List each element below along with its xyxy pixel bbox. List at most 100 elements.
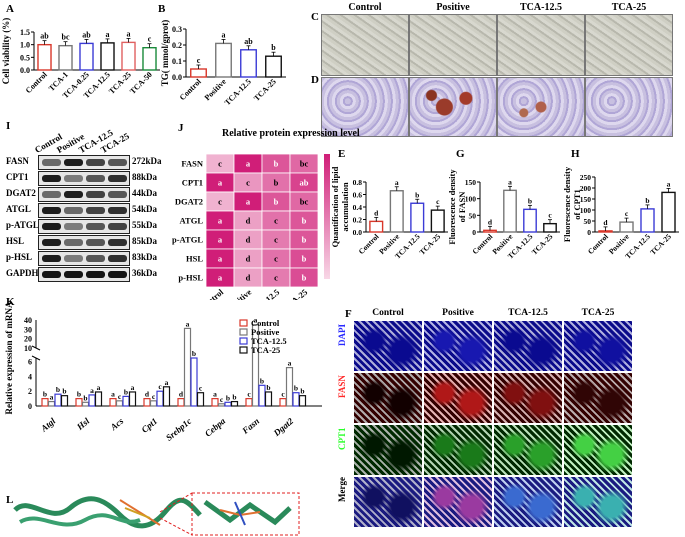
blot-strip [38,235,130,250]
blot-band [86,239,105,246]
y-axis-label: of CPT1 [572,189,582,219]
panel-label-b: B [158,3,166,15]
x-tick-label: TCA-25 [107,70,133,96]
significance-letter: ab [244,37,253,46]
blot-band [42,255,61,262]
y-tick-label: 100 [465,195,477,204]
panel-label-j: J [178,122,184,134]
panel-label-a: A [6,3,14,15]
blot-band [108,271,127,278]
blot-band [64,239,83,246]
significance-letter: c [118,392,122,401]
oil-red-o-image [409,77,497,137]
significance-letter: d [145,390,150,399]
bar [483,229,497,233]
significance-letter: ab [40,32,49,41]
y-tick-label: 0.4 [353,203,363,212]
chart-e: 0.00.20.40.60.8dControlaPositivebTCA-12.… [330,166,448,261]
brightfield-image [497,14,585,76]
bar [121,41,136,71]
bar [503,189,517,233]
heatmap-cell-letter: b [274,178,279,188]
bar [94,391,103,407]
bar [410,202,425,233]
blot-mw-label: 36kDa [132,268,158,278]
fluorescence-image [493,372,563,424]
significance-letter: bc [62,33,70,42]
y-tick-label: 100 [580,206,592,215]
fluorescence-image [423,320,493,372]
significance-letter: a [508,177,512,186]
panel-label-l: L [6,494,14,506]
bar [88,394,96,407]
blot-protein-label: FASN [6,156,29,166]
heatmap-cell-letter: c [218,197,222,207]
fluorescence-column-header: TCA-12.5 [508,308,548,318]
bar [298,395,307,407]
significance-letter: a [395,178,399,187]
brightfield-image [321,14,409,76]
blot-protein-label: p-HSL [6,252,33,262]
y-tick-label: 0 [472,228,476,237]
significance-letter: b [226,393,230,402]
bar [41,398,49,407]
blot-strip [38,251,130,266]
heatmap-title: Relative protein expression level [222,128,360,139]
bar [523,208,537,233]
significance-letter: c [197,56,201,65]
blot-band [64,191,83,198]
heatmap-cell-letter: a [218,273,223,283]
heatmap-row-label: CPT1 [182,178,203,188]
significance-letter: c [436,197,440,206]
heatmap-cell-letter: d [246,216,251,226]
heatmap-cell-letter: b [274,159,279,169]
blot-strip [38,171,130,186]
bar [81,401,90,407]
protein-ribbon [13,496,202,529]
y-tick-label: 40 [24,316,32,325]
blot-protein-label: CPT1 [6,172,29,182]
heatmap-cell-letter: b [302,235,307,245]
y-tick-label: 0 [587,228,591,237]
x-tick-label: TCA-25 [530,232,555,257]
y-tick-label: 50 [584,217,592,226]
fluorescence-image [563,372,633,424]
blot-protein-label: p-ATGL [6,220,39,230]
significance-letter: a [667,179,671,188]
x-tick-label: Atgl [38,416,57,435]
fluorescence-image [563,320,633,372]
heatmap-cell-letter: c [274,216,278,226]
chart-h: 050100150200250dControlcPositivebTCA-12.… [563,166,679,261]
significance-letter: a [222,30,226,39]
heatmap-colorbar [324,154,330,279]
bar [292,392,300,407]
y-tick-label: 20 [24,335,32,344]
heatmap-cell-letter: a [246,159,251,169]
blot-band [86,223,105,230]
column-header: Positive [436,2,470,13]
y-axis-label: accumulation [340,182,350,231]
blot-band [86,207,105,214]
chart-b: 0.00.10.20.3cControlaPositiveabTCA-12.5b… [160,20,286,107]
heatmap-row-label: p-HSL [178,273,203,283]
significance-letter: d [603,218,608,227]
significance-letter: ab [82,30,91,39]
significance-letter: b [300,387,304,396]
heatmap-cell-letter: b [274,197,279,207]
bar [598,230,613,233]
fluorescence-image [563,424,633,476]
heatmap-cell-letter: b [302,216,307,226]
bar [217,403,226,407]
significance-letter: d [488,217,493,226]
bar [196,392,205,407]
fluorescence-column-header: Positive [442,308,474,318]
blot-band [108,191,127,198]
y-tick-label: 200 [580,184,592,193]
heatmap-row-label: FASN [181,159,203,169]
y-tick-label: 0.5 [20,53,30,62]
oil-red-o-image [585,77,673,137]
bar [640,208,655,233]
blot-mw-label: 83kDa [132,252,158,262]
panel-label-i: I [6,120,11,132]
